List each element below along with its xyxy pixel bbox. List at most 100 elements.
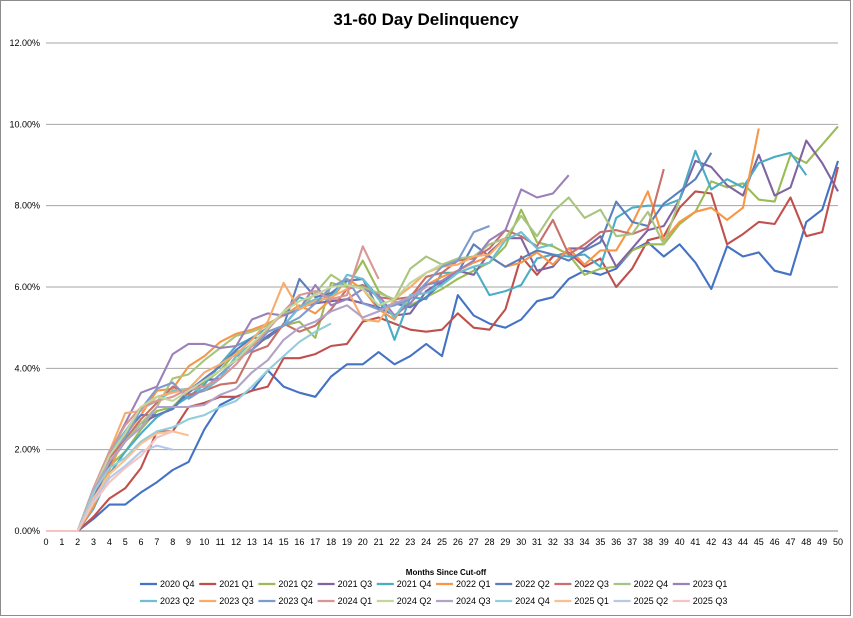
- series-line-2023-q1: [46, 174, 570, 533]
- x-tick-label: 17: [310, 537, 320, 547]
- series-line-2024-q4: [46, 322, 332, 533]
- series-line-2022-q2: [46, 152, 713, 533]
- x-tick-label: 13: [247, 537, 257, 547]
- x-tick-label: 27: [469, 537, 479, 547]
- x-tick-label: 10: [199, 537, 209, 547]
- legend-label: 2023 Q1: [693, 579, 728, 589]
- x-tick-label: 32: [548, 537, 558, 547]
- series-line-2023-q4: [46, 225, 490, 533]
- y-tick-label: 2.00%: [14, 445, 40, 455]
- legend-label: 2020 Q4: [160, 579, 195, 589]
- x-tick-label: 38: [643, 537, 653, 547]
- chart-title: 31-60 Day Delinquency: [333, 10, 519, 29]
- series-line-2024-q1: [46, 245, 380, 533]
- x-tick-label: 3: [91, 537, 96, 547]
- legend-label: 2023 Q3: [219, 596, 254, 606]
- x-tick-label: 25: [437, 537, 447, 547]
- x-tick-label: 34: [580, 537, 590, 547]
- series-line-2025-q3: [46, 430, 174, 533]
- y-tick-label: 10.00%: [9, 119, 40, 129]
- x-tick-label: 46: [770, 537, 780, 547]
- series-line-2021-q3: [46, 139, 839, 533]
- y-tick-label: 12.00%: [9, 38, 40, 48]
- series-lines: [46, 125, 840, 533]
- x-tick-label: 24: [421, 537, 431, 547]
- x-tick-label: 36: [611, 537, 621, 547]
- x-tick-label: 8: [170, 537, 175, 547]
- x-tick-label: 39: [659, 537, 669, 547]
- x-tick-label: 1: [59, 537, 64, 547]
- x-tick-label: 41: [690, 537, 700, 547]
- x-tick-label: 50: [833, 537, 843, 547]
- x-tick-label: 47: [785, 537, 795, 547]
- x-tick-label: 43: [722, 537, 732, 547]
- x-tick-label: 37: [627, 537, 637, 547]
- x-tick-label: 15: [279, 537, 289, 547]
- series-line-2021-q4: [46, 149, 808, 533]
- x-tick-label: 6: [139, 537, 144, 547]
- x-tick-label: 5: [123, 537, 128, 547]
- x-tick-label: 28: [485, 537, 495, 547]
- x-tick-label: 2: [75, 537, 80, 547]
- y-tick-label: 8.00%: [14, 201, 40, 211]
- series-line-2023-q2: [46, 231, 554, 533]
- y-tick-label: 4.00%: [14, 363, 40, 373]
- legend-label: 2022 Q1: [456, 579, 491, 589]
- legend-label: 2025 Q1: [574, 596, 609, 606]
- x-tick-label: 19: [342, 537, 352, 547]
- x-tick-label: 49: [817, 537, 827, 547]
- x-tick-label: 29: [500, 537, 510, 547]
- legend-label: 2023 Q4: [278, 596, 313, 606]
- x-tick-label: 23: [405, 537, 415, 547]
- x-tick-label: 0: [43, 537, 48, 547]
- x-axis-ticks: 0 1 2 3 4 5 6 7 8 9 10 11 12 13 14 15 16 17 18 19 20 21 22 23 24…: [43, 537, 843, 547]
- legend-label: 2024 Q1: [338, 596, 373, 606]
- x-tick-label: 16: [294, 537, 304, 547]
- legend-label: 2021 Q3: [338, 579, 373, 589]
- x-tick-label: 4: [107, 537, 112, 547]
- y-axis-ticks: 0.00% 2.00% 4.00% 6.00% 8.00% 10.00% 12.00%: [9, 38, 40, 536]
- x-tick-label: 22: [389, 537, 399, 547]
- legend-label: 2025 Q3: [693, 596, 728, 606]
- series-line-2024-q3: [46, 286, 427, 533]
- legend-label: 2024 Q2: [397, 596, 432, 606]
- y-tick-label: 6.00%: [14, 282, 40, 292]
- x-tick-label: 45: [754, 537, 764, 547]
- legend: 2020 Q4 2021 Q1 2021 Q2 2021 Q3 2021 Q4 2022 …: [140, 579, 727, 606]
- x-tick-label: 40: [675, 537, 685, 547]
- x-tick-label: 31: [532, 537, 542, 547]
- legend-label: 2022 Q2: [515, 579, 550, 589]
- x-tick-label: 9: [186, 537, 191, 547]
- series-line-2020-q4: [46, 160, 839, 533]
- x-tick-label: 26: [453, 537, 463, 547]
- legend-label: 2021 Q1: [219, 579, 254, 589]
- x-tick-label: 11: [216, 537, 225, 547]
- x-tick-label: 33: [564, 537, 574, 547]
- series-line-2022-q1: [46, 128, 760, 533]
- gridlines: [46, 42, 838, 532]
- legend-label: 2024 Q3: [456, 596, 491, 606]
- x-tick-label: 14: [263, 537, 273, 547]
- legend-label: 2023 Q2: [160, 596, 195, 606]
- legend-label: 2022 Q4: [634, 579, 669, 589]
- legend-label: 2021 Q2: [278, 579, 313, 589]
- legend-label: 2021 Q4: [397, 579, 432, 589]
- x-tick-label: 48: [801, 537, 811, 547]
- x-axis-label: Months Since Cut-off: [406, 568, 487, 577]
- series-line-2024-q2: [46, 263, 443, 533]
- y-tick-label: 0.00%: [14, 526, 40, 536]
- x-tick-label: 12: [231, 537, 241, 547]
- x-tick-label: 21: [374, 537, 384, 547]
- legend-label: 2022 Q3: [574, 579, 609, 589]
- x-tick-label: 30: [516, 537, 526, 547]
- x-tick-label: 7: [154, 537, 159, 547]
- legend-label: 2025 Q2: [634, 596, 669, 606]
- legend-label: 2024 Q4: [515, 596, 550, 606]
- x-tick-label: 18: [326, 537, 336, 547]
- series-line-2022-q3: [46, 168, 665, 533]
- x-tick-label: 35: [595, 537, 605, 547]
- x-tick-label: 44: [738, 537, 748, 547]
- x-tick-label: 42: [706, 537, 716, 547]
